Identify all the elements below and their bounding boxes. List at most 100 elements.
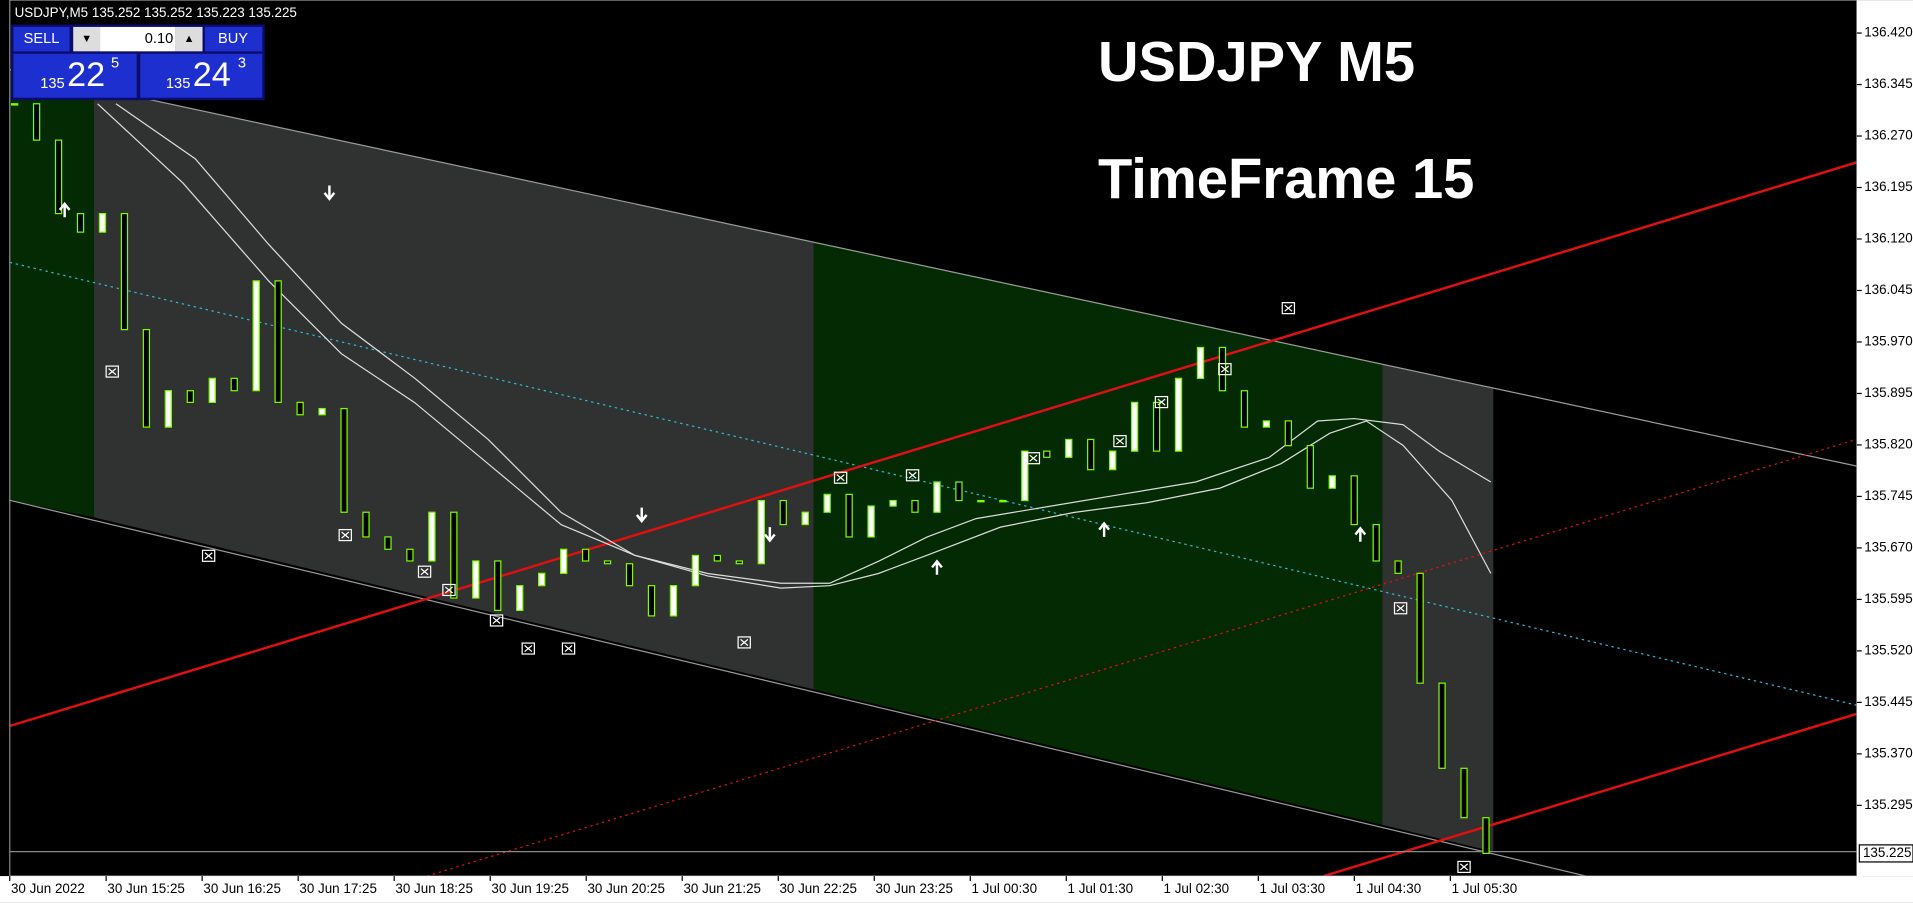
x-marker-cross <box>204 552 213 560</box>
buy-price-big: 24 <box>193 56 231 94</box>
candle <box>647 585 656 617</box>
trend-line <box>1323 712 1858 878</box>
current-price-box <box>1858 844 1913 863</box>
down-arrow <box>764 527 776 543</box>
candle <box>1394 560 1402 574</box>
candle <box>98 212 107 233</box>
x-marker <box>1154 395 1169 409</box>
price-tick-label: 135.820 <box>1864 436 1912 451</box>
x-marker-cross <box>108 368 117 376</box>
time-tick-label: 30 Jun 17:25 <box>299 881 377 896</box>
sell-button[interactable] <box>13 26 70 52</box>
price-tick-label: 136.420 <box>1864 25 1912 40</box>
candle <box>911 499 919 513</box>
candle <box>120 212 129 331</box>
x-marker <box>1457 860 1471 874</box>
sell-price-small: 5 <box>111 55 119 71</box>
time-tick-label: 1 Jul 04:30 <box>1356 881 1422 896</box>
candle <box>691 554 700 587</box>
x-marker-cross <box>341 531 350 539</box>
candle <box>1482 817 1490 855</box>
price-axis-bg <box>1856 0 1913 877</box>
buy-price-box[interactable] <box>140 53 263 98</box>
x-marker-cross <box>908 471 917 479</box>
candle <box>274 280 282 403</box>
x-marker <box>833 471 848 484</box>
x-marker <box>737 636 751 649</box>
candle <box>296 401 304 416</box>
axes: 136.420 136.345 136.270 136.195 136.120 136.0… <box>9 25 1913 896</box>
candle <box>1372 523 1380 562</box>
x-marker-cross <box>1284 304 1293 312</box>
up-arrow <box>931 559 943 575</box>
candles <box>10 103 1490 855</box>
x-marker-cross <box>1029 454 1038 462</box>
lot-up[interactable] <box>175 26 203 52</box>
lot-down[interactable] <box>73 26 101 52</box>
candle <box>669 585 678 617</box>
price-tick-label: 135.445 <box>1864 694 1912 709</box>
x-marker <box>1026 452 1041 465</box>
time-axis-bg <box>0 876 1913 903</box>
time-tick-label: 30 Jun 16:25 <box>203 881 281 896</box>
candle <box>801 511 809 526</box>
time-tick-label: 1 Jul 00:30 <box>972 881 1038 896</box>
x-marker <box>105 365 119 378</box>
trend-line-dotted <box>426 438 1858 877</box>
candle <box>823 493 831 513</box>
x-marker-cross <box>420 568 429 576</box>
x-marker-cross <box>1459 863 1469 871</box>
sell-label: SELL <box>24 31 60 47</box>
candle <box>340 407 348 513</box>
candle <box>933 481 941 513</box>
x-marker-cross <box>1220 365 1229 373</box>
buy-price-small: 3 <box>238 55 246 71</box>
lot-down-icon: ▼ <box>81 33 92 45</box>
candle <box>581 548 590 562</box>
price-tick-label: 135.670 <box>1864 539 1912 554</box>
candle <box>713 554 722 562</box>
up-arrow <box>1354 526 1367 542</box>
price-tick-label: 135.745 <box>1864 488 1912 503</box>
candle <box>164 390 173 428</box>
sell-price-box[interactable] <box>13 53 137 98</box>
buy-button[interactable] <box>204 26 263 52</box>
time-tick-label: 1 Jul 02:30 <box>1164 881 1230 896</box>
time-tick-label: 1 Jul 03:30 <box>1260 881 1326 896</box>
candle <box>603 560 612 565</box>
lot-value: 0.10 <box>145 31 173 47</box>
candle <box>1043 450 1051 458</box>
candle <box>757 499 765 565</box>
lot-up-icon: ▲ <box>184 33 195 45</box>
sell-price-prefix: 135 <box>40 76 64 92</box>
moving-average <box>97 103 1492 584</box>
time-tick-label: 30 Jun 22:25 <box>779 881 857 896</box>
price-tick-label: 135.895 <box>1864 385 1912 400</box>
time-tick-label: 30 Jun 23:25 <box>875 881 953 896</box>
candle <box>186 390 194 403</box>
candle <box>1262 420 1271 428</box>
current-price-label: 135.225 <box>1863 845 1911 860</box>
channel-zone <box>1382 363 1494 852</box>
candle <box>384 536 392 550</box>
down-arrow <box>635 507 648 523</box>
x-marker <box>521 642 535 655</box>
up-arrow <box>58 201 71 218</box>
price-tick-label: 136.120 <box>1864 231 1912 246</box>
candle <box>1109 450 1117 471</box>
x-marker <box>1218 363 1232 376</box>
candle <box>1021 450 1029 502</box>
x-marker-cross <box>524 645 533 653</box>
title-line: USDJPY M5 <box>1098 30 1415 93</box>
candle <box>494 560 502 612</box>
candle <box>1284 420 1293 447</box>
x-marker <box>338 528 352 542</box>
price-tick-label: 135.595 <box>1864 591 1912 606</box>
buy-price-prefix: 135 <box>166 76 190 92</box>
x-marker <box>201 549 216 562</box>
candle <box>10 103 19 106</box>
time-tick-label: 30 Jun 18:25 <box>395 881 473 896</box>
lot-input[interactable] <box>100 26 176 52</box>
candle <box>32 103 41 141</box>
